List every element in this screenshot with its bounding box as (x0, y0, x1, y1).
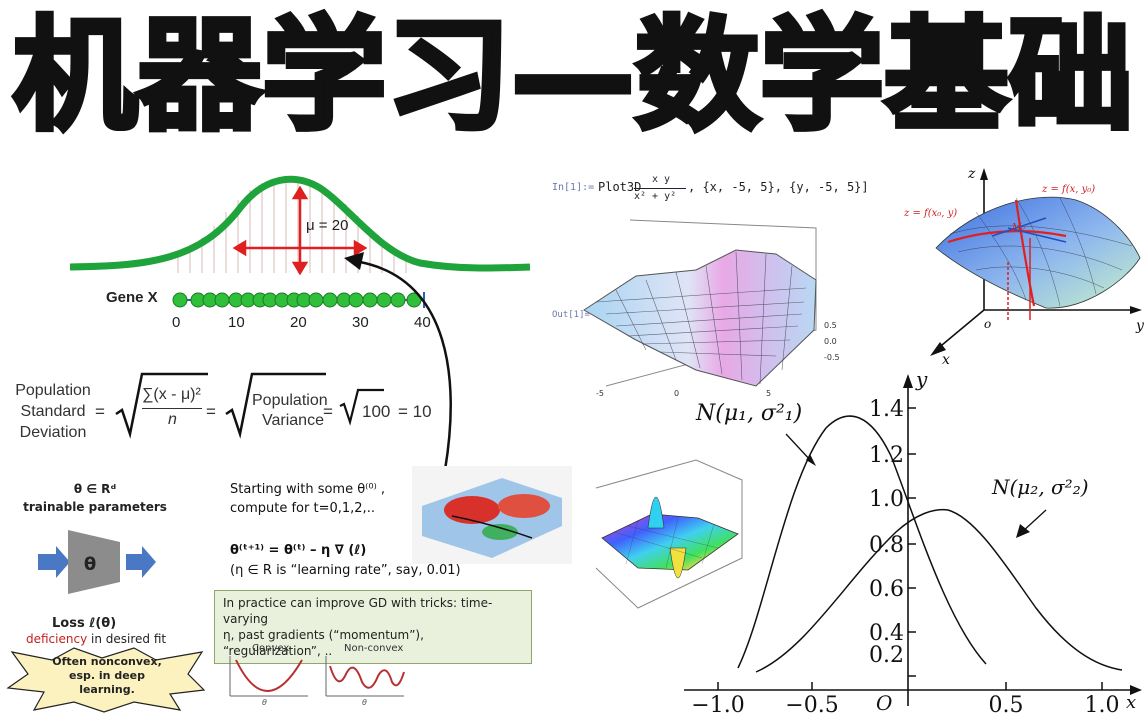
loss-label: Loss ℓ(θ) (52, 616, 117, 631)
convex-plot (229, 656, 308, 697)
ytick-0.2: 0.2 (869, 643, 904, 668)
math-tick-x0: -5 (596, 389, 604, 398)
sqrt-value: 100 (362, 402, 391, 421)
title-banner: 机器学习—数学基础 (11, 3, 1136, 150)
pop-variance: Population Variance (252, 392, 328, 429)
ytick-0.4: 0.4 (869, 621, 904, 646)
normal-x-label: x (1126, 692, 1136, 713)
gaussian-figure: μ = 20 (69, 175, 531, 276)
n2-label: N(μ₂, σ²₂) (991, 475, 1089, 499)
gene-label: Gene X (106, 289, 158, 306)
nonconvex-burst (6, 647, 206, 713)
gd-tricks-box: In practice can improve GD with tricks: … (214, 590, 532, 664)
nonconvex-label: Non-convex (344, 643, 404, 654)
in-label: In[1]:= (552, 182, 595, 193)
plot3d-cmd: Plot3D (598, 180, 642, 194)
ytick-1.4: 1.4 (869, 397, 904, 422)
n1-label: N(μ₁, σ²₁) (695, 401, 802, 426)
math-frac-num: x y (652, 174, 671, 185)
axis-x-partial: x (942, 352, 950, 368)
math-frac-bar (634, 188, 686, 189)
gd-lr-note: (η ∈ R is “learning rate”, say, 0.01) (230, 563, 461, 578)
ytick-0.6: 0.6 (869, 577, 904, 602)
sqrt-sign-2 (225, 372, 326, 439)
loss-surface-image (412, 466, 572, 564)
gd-line-2: compute for t=0,1,2,.. (230, 501, 375, 516)
gaussian-curve (69, 175, 531, 272)
frac-den: n (168, 411, 177, 428)
burst-text: Often nonconvex, esp. in deep learning. (52, 655, 162, 696)
mu-arrows (232, 185, 368, 276)
convex-label: Convex (252, 643, 290, 654)
deficiency-line: deficiency in desired fit (26, 632, 167, 646)
frac-bar (142, 408, 202, 409)
theta-block: θ (38, 530, 156, 594)
frac-num: ∑(x - μ)² (142, 386, 201, 403)
math-tick-z2: -0.5 (824, 353, 840, 362)
ytick-0.8: 0.8 (869, 533, 904, 558)
normal-distribution-plot: y x O N(μ₁, σ²₁) N(μ₂, σ²₂) 1.4 1.2 1.0 … (684, 370, 1142, 716)
theta-symbol: θ (84, 554, 96, 575)
ytick-1.2: 1.2 (869, 443, 904, 468)
tick-30: 30 (352, 314, 369, 331)
xtick-1: 1.0 (1085, 693, 1120, 716)
gaussian-hatch (177, 179, 407, 273)
rainbow-surface (595, 459, 743, 609)
gd-update: θ⁽ᵗ⁺¹⁾ = θ⁽ᵗ⁾ – η ∇ (ℓ) (230, 543, 367, 558)
xtick-neg05: −0.5 (785, 693, 838, 716)
nonconvex-plot (325, 656, 405, 697)
m0-label: M₀ (1011, 223, 1025, 233)
page-title: 机器学习—数学基础 (13, 5, 1133, 147)
std-label: Population Standard Deviation (15, 382, 91, 441)
math-args: , {x, -5, 5}, {y, -5, 5}] (688, 180, 869, 194)
normal-y-label: y (915, 370, 928, 391)
gene-dots (172, 292, 425, 308)
arrow-in-icon (38, 546, 70, 578)
label-right: z = f(x, y₀) (1041, 184, 1095, 195)
axis-z: z (967, 166, 976, 182)
mathematica-surface: -5 0 5 0.5 0.0 -0.5 (583, 219, 840, 398)
math-tick-x1: 0 (674, 389, 679, 398)
math-tick-x2: 5 (766, 389, 771, 398)
tick-20: 20 (290, 314, 307, 331)
theta-box (68, 530, 120, 594)
math-frac-den: x² + y² (634, 191, 677, 202)
n2-curve (755, 508, 1123, 673)
arrow-out-icon (126, 546, 156, 578)
tick-0: 0 (172, 314, 181, 331)
eq-sign-2: = (206, 402, 216, 421)
axis-y-partial: y (1135, 318, 1145, 334)
sqrt-sign-3 (339, 388, 384, 426)
xtick-05: 0.5 (989, 693, 1024, 716)
eq-sign-3: = (323, 402, 333, 421)
eq-sign-1: = (95, 402, 105, 421)
nonconvex-theta: θ (362, 698, 367, 707)
n1-curve (737, 415, 987, 669)
mu-label: μ = 20 (306, 217, 348, 234)
origin-partial: o (984, 317, 991, 331)
curved-arrow (344, 252, 452, 471)
math-tick-z1: 0.0 (824, 337, 837, 346)
param-header: θ ∈ Rᵈ trainable parameters (23, 482, 167, 514)
xtick-neg1: −1.0 (691, 693, 744, 716)
sqrt-sign-1 (115, 372, 208, 439)
partial-derivative-figure: z y x o z = f(x₀, y) z = f(x, y₀) M₀ (903, 166, 1145, 368)
tick-40: 40 (414, 314, 431, 331)
out-label: Out[1]= (552, 310, 590, 320)
result-value: = 10 (398, 402, 432, 421)
convex-theta: θ (262, 698, 267, 707)
gd-line-1: Starting with some θ⁽⁰⁾ , (230, 482, 386, 497)
normal-origin: O (876, 691, 892, 715)
math-tick-z0: 0.5 (824, 321, 837, 330)
tick-10: 10 (228, 314, 245, 331)
label-left: z = f(x₀, y) (903, 208, 957, 219)
ytick-1.0: 1.0 (869, 487, 904, 512)
